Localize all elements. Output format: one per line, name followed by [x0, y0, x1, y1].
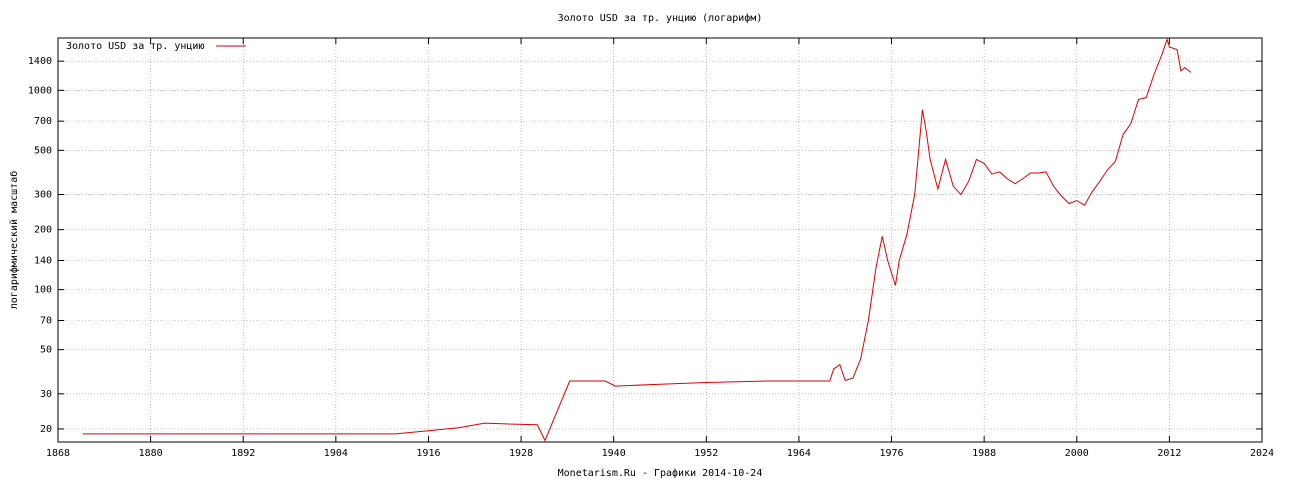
chart-title: Золото USD за тр. унцию (логарифм) — [558, 12, 763, 24]
x-tick-label: 1892 — [231, 448, 255, 459]
y-tick-label: 140 — [34, 256, 52, 267]
y-tick-label: 1000 — [28, 85, 52, 96]
footer: Monetarism.Ru - Графики 2014-10-24 — [558, 467, 763, 479]
y-tick-label: 700 — [34, 116, 52, 127]
legend-label: Золото USD за тр. унцию — [66, 41, 204, 52]
y-tick-label: 100 — [34, 285, 52, 296]
y-tick-label: 200 — [34, 225, 52, 236]
x-tick-label: 2012 — [1157, 448, 1181, 459]
y-tick-label: 300 — [34, 190, 52, 201]
y-tick-label: 50 — [40, 345, 52, 356]
x-tick-label: 1904 — [324, 448, 348, 459]
x-tick-label: 1976 — [879, 448, 903, 459]
x-tick-label: 1940 — [602, 448, 626, 459]
x-tick-label: 1988 — [972, 448, 996, 459]
x-tick-label: 1964 — [787, 448, 811, 459]
y-tick-label: 30 — [40, 389, 52, 400]
data-line — [82, 37, 1192, 442]
x-tick-label: 2024 — [1250, 448, 1274, 459]
y-tick-label: 1400 — [28, 56, 52, 67]
x-tick-label: 1952 — [694, 448, 718, 459]
y-tick-label: 20 — [40, 424, 52, 435]
plot-frame — [57, 37, 1263, 443]
x-tick-label: 1868 — [46, 448, 70, 459]
x-tick-label: 1928 — [509, 448, 533, 459]
x-tick-label: 1880 — [139, 448, 163, 459]
y-axis-label: логарифмический масштаб — [8, 171, 20, 309]
x-tick-label: 2000 — [1065, 448, 1089, 459]
x-tick-label: 1916 — [416, 448, 440, 459]
y-tick-label: 70 — [40, 316, 52, 327]
y-tick-label: 500 — [34, 145, 52, 156]
